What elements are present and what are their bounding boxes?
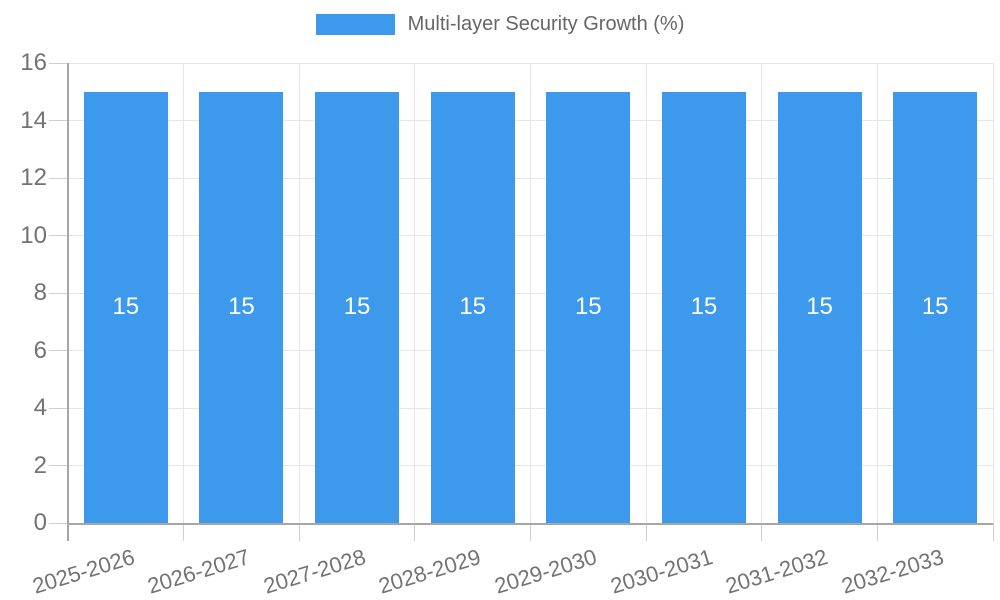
bar-value-label: 15 [574,293,602,321]
x-tick-mark [992,523,994,541]
x-tick-label: 2026-2027 [144,544,253,599]
bar[interactable] [661,91,746,523]
bar-value-label: 15 [806,293,833,321]
y-tick-label: 4 [33,394,47,421]
x-tick-mark [645,523,647,541]
legend-label: Multi-layer Security Growth (%) [407,13,685,35]
x-tick-label: 2028-2029 [376,544,484,599]
y-axis-line [67,63,69,541]
gridline-vertical [761,63,763,523]
gridline-vertical [414,63,416,523]
legend-swatch [315,14,395,35]
y-tick-label: 10 [20,221,47,249]
gridline-vertical [876,63,878,523]
bar[interactable] [546,91,631,523]
x-tick-label: 2029-2030 [491,544,600,599]
x-tick-label: 2031-2032 [722,544,831,599]
x-tick-mark [530,523,531,541]
x-tick-mark [876,523,878,541]
y-tick-label: 6 [33,336,47,364]
y-tick-mark [49,522,68,524]
y-tick-label: 0 [33,509,47,536]
bar[interactable] [83,91,168,523]
y-tick-label: 14 [20,106,47,134]
chart-legend[interactable]: Multi-layer Security Growth (%) [0,14,1000,35]
y-tick-mark [49,407,68,409]
y-tick-mark [49,465,68,466]
bar-value-label: 15 [112,293,140,321]
y-tick-label: 2 [33,451,47,479]
bar[interactable] [199,91,284,523]
y-tick-label: 8 [33,279,47,306]
gridline-vertical [992,63,994,523]
x-axis-line [67,523,993,525]
x-tick-label: 2030-2031 [607,544,716,599]
gridline-vertical [645,63,647,523]
bar-value-label: 15 [921,293,949,321]
x-tick-label: 2032-2033 [838,544,947,599]
bar[interactable] [430,91,515,523]
bar-value-label: 15 [690,293,718,321]
x-tick-label: 2025-2026 [29,544,138,599]
y-tick-label: 16 [20,49,47,76]
x-tick-mark [298,523,300,541]
gridline-vertical [298,63,300,523]
y-tick-mark [49,120,68,121]
bar-value-label: 15 [343,293,371,321]
x-tick-mark [761,523,763,541]
bar[interactable] [893,91,978,523]
y-tick-mark [49,350,68,351]
bar-value-label: 15 [228,293,255,321]
bar[interactable] [777,91,862,523]
y-tick-label: 12 [20,164,47,191]
gridline-vertical [530,63,531,523]
bar-value-label: 15 [459,293,487,321]
x-tick-mark [414,523,416,541]
y-tick-mark [49,235,68,236]
bar[interactable] [315,91,400,523]
y-tick-mark [49,177,68,179]
x-tick-mark [183,523,185,541]
y-tick-mark [49,62,68,64]
x-tick-label: 2027-2028 [260,544,369,599]
y-tick-mark [49,292,68,294]
gridline-vertical [183,63,185,523]
